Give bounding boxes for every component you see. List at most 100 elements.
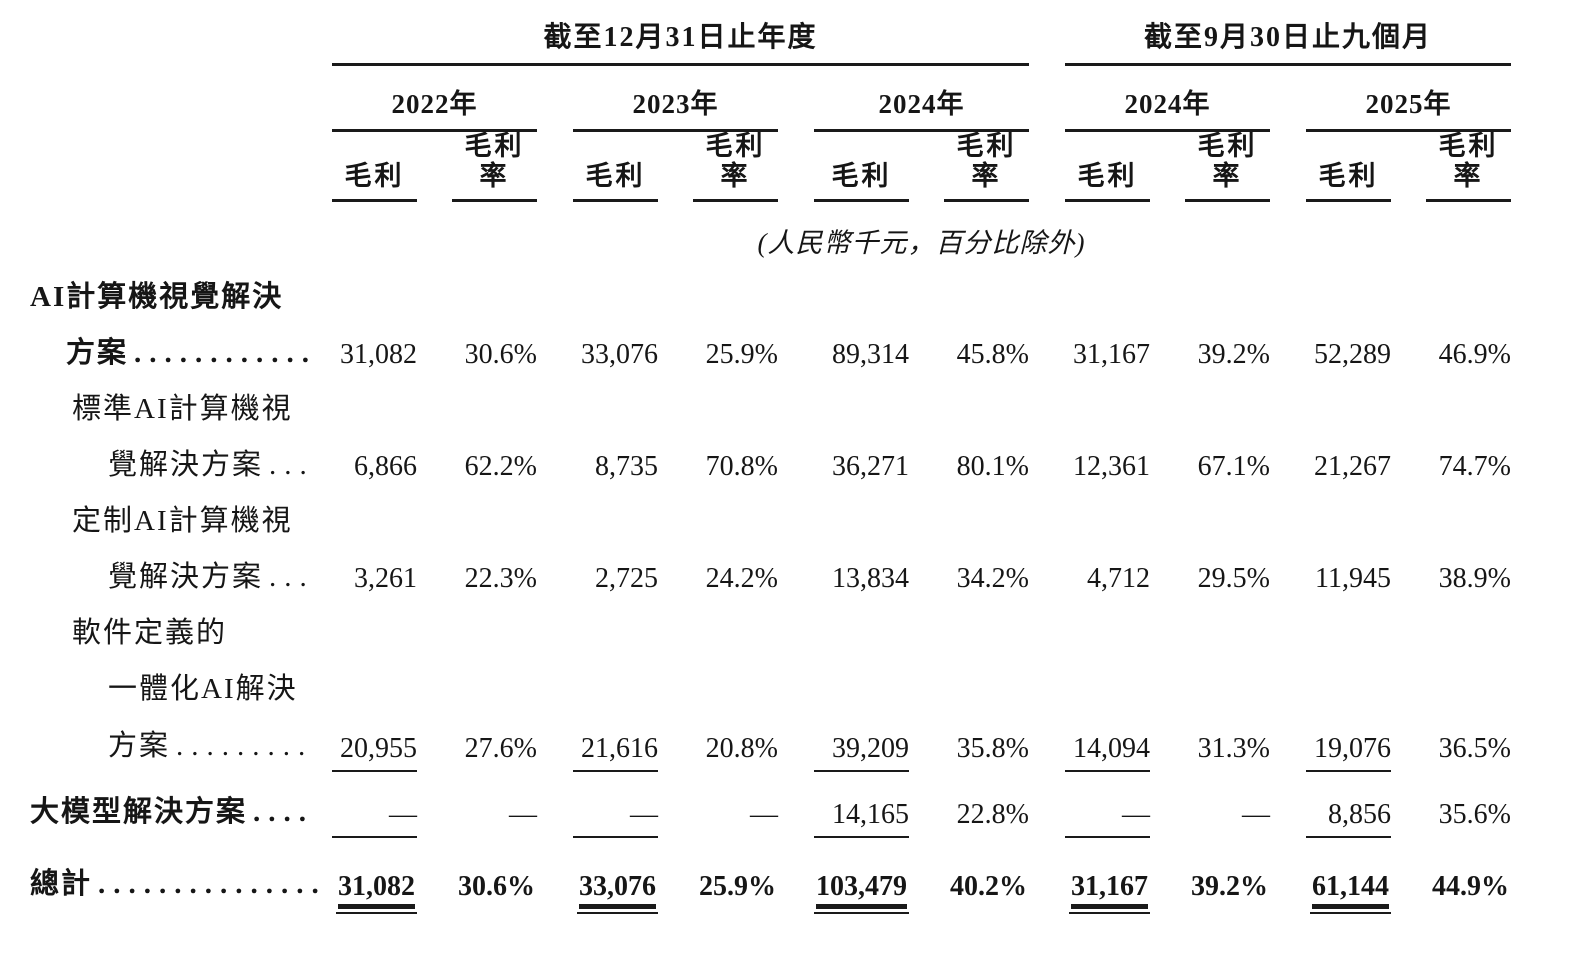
- table-row: 定制AI計算機視: [30, 482, 1511, 538]
- table-row: 截至12月31日止年度 截至9月30日止九個月: [30, 10, 1511, 66]
- row-label: 軟件定義的: [72, 617, 228, 650]
- group-header-nine-months: 截至9月30日止九個月: [1065, 22, 1511, 66]
- gross-margin-value: 70.8%: [705, 450, 778, 482]
- gross-profit-value: 4,712: [1087, 562, 1150, 594]
- gross-margin-column-header: 毛利率: [693, 131, 778, 203]
- gross-margin-value: 67.1%: [1197, 450, 1270, 482]
- gross-profit-column-header: 毛利: [1065, 161, 1150, 203]
- table-row: 2022年 2023年 2024年 2024年 2025年: [30, 66, 1511, 132]
- year-header: 2025年: [1306, 90, 1511, 132]
- gross-margin-value: 35.8%: [956, 732, 1029, 764]
- gross-margin-value: 40.2%: [950, 870, 1027, 902]
- gross-profit-value: 14,165: [814, 799, 909, 839]
- gross-margin-value: 39.2%: [1191, 870, 1268, 902]
- gross-margin-value: 22.8%: [956, 798, 1029, 830]
- gross-margin-value: —: [509, 798, 537, 830]
- dot-leader: .........: [176, 730, 314, 763]
- gross-profit-value: 19,076: [1306, 733, 1391, 773]
- year-header: 2024年: [1065, 90, 1270, 132]
- gross-margin-value: 25.9%: [699, 870, 776, 902]
- gross-profit-value: 103,479: [814, 871, 909, 915]
- gross-profit-value: 21,267: [1314, 450, 1391, 482]
- gross-margin-value: 22.3%: [464, 562, 537, 594]
- gross-profit-value: 8,856: [1306, 799, 1391, 839]
- table-row: 毛利 毛利率 毛利 毛利率 毛利 毛利率 毛利 毛利率 毛利 毛利率: [30, 131, 1511, 203]
- gross-profit-value: 8,735: [595, 450, 658, 482]
- gross-margin-value: —: [750, 798, 778, 830]
- gross-profit-column-header: 毛利: [1306, 161, 1391, 203]
- row-label: 總計: [30, 868, 93, 901]
- gross-profit-value: 13,834: [832, 562, 909, 594]
- gross-margin-value: 31.3%: [1197, 732, 1270, 764]
- gross-margin-value: 30.6%: [458, 870, 535, 902]
- table-row: 一體化AI解決: [30, 650, 1511, 706]
- gross-profit-value: —: [332, 799, 417, 839]
- gross-margin-value: 34.2%: [956, 562, 1029, 594]
- row-label: 覺解決方案: [108, 561, 264, 594]
- gross-margin-value: 46.9%: [1438, 338, 1511, 370]
- gross-margin-value: —: [1242, 798, 1270, 830]
- gross-profit-value: 89,314: [832, 338, 909, 370]
- gross-margin-column-header: 毛利率: [944, 131, 1029, 203]
- gross-profit-value: 20,955: [332, 733, 417, 773]
- gross-margin-value: 36.5%: [1438, 732, 1511, 764]
- gross-profit-value: 33,076: [581, 338, 658, 370]
- gross-margin-value: 29.5%: [1197, 562, 1270, 594]
- gross-margin-value: 25.9%: [705, 338, 778, 370]
- year-header: 2022年: [332, 90, 537, 132]
- row-label: 方案: [108, 730, 171, 763]
- gross-profit-value: 31,082: [340, 338, 417, 370]
- gross-profit-value: 2,725: [595, 562, 658, 594]
- row-label: 方案: [66, 337, 129, 370]
- table-row: (人民幣千元，百分比除外): [30, 202, 1511, 258]
- gross-margin-value: 38.9%: [1438, 562, 1511, 594]
- gross-profit-value: 31,082: [332, 871, 417, 915]
- gross-profit-value: 21,616: [573, 733, 658, 773]
- document-page: 截至12月31日止年度 截至9月30日止九個月 2022年 2023年 2024…: [30, 10, 1511, 915]
- gross-margin-value: 62.2%: [464, 450, 537, 482]
- row-label: 一體化AI解決: [108, 673, 298, 706]
- gross-profit-value: 33,076: [573, 871, 658, 915]
- table-row: 方案......... 20,955 27.6% 21,616 20.8% 39…: [30, 706, 1511, 773]
- table-row: 軟件定義的: [30, 594, 1511, 650]
- gross-profit-value: 3,261: [354, 562, 417, 594]
- gross-margin-value: 80.1%: [956, 450, 1029, 482]
- gross-margin-value: 20.8%: [705, 732, 778, 764]
- row-label: AI計算機視覺解決: [30, 281, 284, 314]
- dot-leader: ...: [269, 449, 315, 482]
- table-row: 覺解決方案... 6,866 62.2% 8,735 70.8% 36,271 …: [30, 426, 1511, 482]
- units-note: (人民幣千元，百分比除外): [757, 227, 1086, 258]
- gross-margin-column-header: 毛利率: [452, 131, 537, 203]
- row-label: 大模型解決方案: [30, 796, 248, 829]
- gross-profit-value: —: [1065, 799, 1150, 839]
- gross-profit-value: 14,094: [1065, 733, 1150, 773]
- gross-profit-column-header: 毛利: [573, 161, 658, 203]
- gross-margin-value: 74.7%: [1438, 450, 1511, 482]
- gross-margin-value: 44.9%: [1432, 870, 1509, 902]
- table-row: 標準AI計算機視: [30, 370, 1511, 426]
- year-header: 2024年: [814, 90, 1029, 132]
- gross-profit-value: 12,361: [1073, 450, 1150, 482]
- row-label: 覺解決方案: [108, 449, 264, 482]
- gross-margin-column-header: 毛利率: [1426, 131, 1511, 203]
- dot-leader: ............: [134, 337, 318, 370]
- gross-margin-value: 35.6%: [1438, 798, 1511, 830]
- gross-margin-value: 30.6%: [464, 338, 537, 370]
- row-label: 標準AI計算機視: [72, 393, 293, 426]
- dot-leader: ...............: [98, 868, 327, 901]
- dot-leader: ....: [253, 796, 315, 829]
- gross-margin-value: 24.2%: [705, 562, 778, 594]
- gross-profit-value: 6,866: [354, 450, 417, 482]
- table-row: 方案............ 31,082 30.6% 33,076 25.9%…: [30, 314, 1511, 370]
- gross-profit-value: 61,144: [1306, 871, 1391, 915]
- gross-profit-value: 39,209: [814, 733, 909, 773]
- dot-leader: ...: [269, 561, 315, 594]
- group-header-annual: 截至12月31日止年度: [332, 22, 1029, 66]
- gross-margin-value: 45.8%: [956, 338, 1029, 370]
- gross-margin-value: 39.2%: [1197, 338, 1270, 370]
- gross-margin-value: 27.6%: [464, 732, 537, 764]
- row-label: 定制AI計算機視: [72, 505, 293, 538]
- gross-profit-value: 11,945: [1315, 562, 1391, 594]
- table-row: AI計算機視覺解決: [30, 258, 1511, 314]
- gross-profit-value: 31,167: [1065, 871, 1150, 915]
